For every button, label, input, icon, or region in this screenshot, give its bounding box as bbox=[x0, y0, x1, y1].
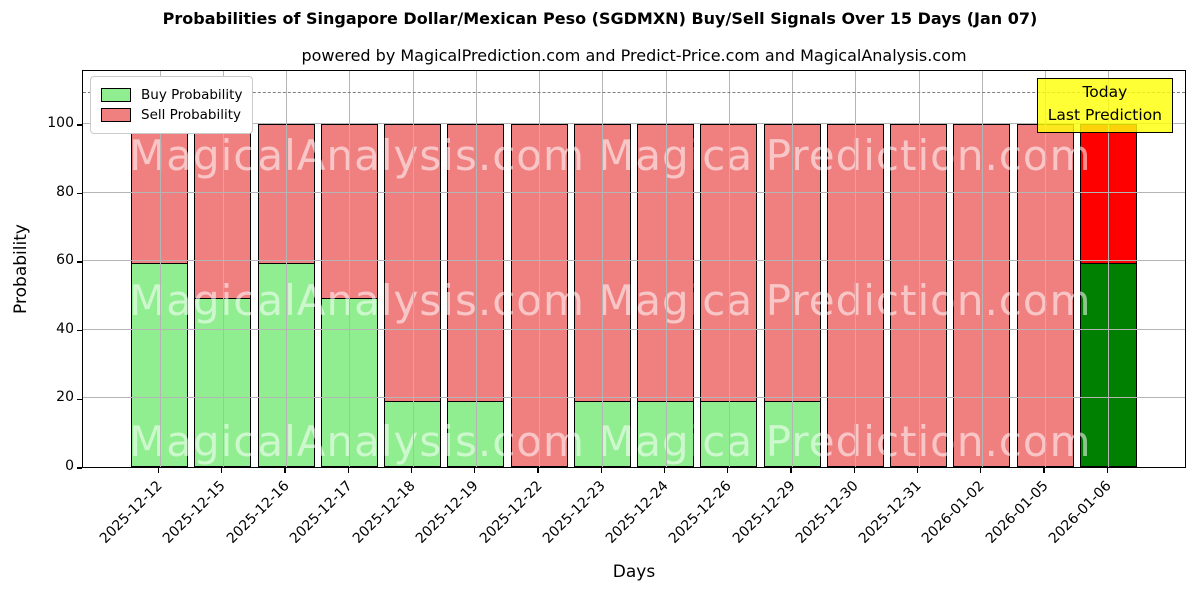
gridline-vertical bbox=[475, 71, 477, 467]
x-tick-mark bbox=[537, 468, 539, 473]
legend-entry-sell: Sell Probability bbox=[101, 107, 242, 123]
x-tick-label: 2026-01-05 bbox=[982, 478, 1052, 547]
watermark-text: MagicalPrediction.com bbox=[598, 417, 1092, 466]
x-tick-label: 2025-12-12 bbox=[96, 478, 166, 547]
gridline-vertical bbox=[918, 71, 920, 467]
today-annotation-box: Today Last Prediction bbox=[1036, 78, 1173, 133]
x-tick-label: 2025-12-31 bbox=[855, 478, 925, 547]
x-tick-label: 2025-12-29 bbox=[729, 478, 799, 547]
threshold-dashed-line bbox=[83, 91, 1185, 93]
gridline-horizontal bbox=[83, 397, 1185, 399]
x-tick-mark bbox=[980, 468, 982, 473]
y-tick-label: 20 bbox=[56, 389, 74, 406]
gridline-vertical bbox=[349, 71, 351, 467]
gridline-horizontal bbox=[83, 260, 1185, 262]
y-tick-label: 80 bbox=[56, 183, 74, 200]
x-tick-mark bbox=[663, 468, 666, 473]
gridline-vertical bbox=[665, 71, 667, 467]
x-tick-mark bbox=[1043, 468, 1045, 473]
x-tick-label: 2025-12-24 bbox=[602, 478, 672, 547]
gridline-vertical bbox=[981, 71, 983, 467]
gridline-vertical bbox=[602, 71, 604, 467]
x-tick-label: 2025-12-30 bbox=[792, 478, 862, 547]
y-tick-mark bbox=[77, 398, 82, 401]
legend-entry-buy: Buy Probability bbox=[101, 87, 242, 103]
x-tick-label: 2025-12-26 bbox=[666, 478, 736, 547]
legend: Buy Probability Sell Probability bbox=[90, 76, 254, 134]
gridline-vertical bbox=[855, 71, 857, 467]
plot-area: Buy Probability Sell Probability Today L… bbox=[82, 70, 1186, 468]
legend-label-buy: Buy Probability bbox=[141, 87, 243, 103]
legend-label-sell: Sell Probability bbox=[141, 107, 242, 123]
y-tick-label: 40 bbox=[56, 320, 74, 337]
annotation-line-2: Last Prediction bbox=[1047, 106, 1162, 125]
x-tick-label: 2025-12-18 bbox=[349, 478, 419, 547]
gridline-vertical bbox=[1108, 71, 1110, 467]
x-tick-label: 2025-12-16 bbox=[223, 478, 293, 547]
gridline-vertical bbox=[159, 71, 161, 467]
y-tick-mark bbox=[77, 261, 82, 263]
gridline-horizontal bbox=[83, 191, 1185, 193]
gridline-vertical bbox=[412, 71, 414, 467]
chart-subtitle: powered by MagicalPrediction.com and Pre… bbox=[301, 46, 967, 65]
x-tick-label: 2025-12-19 bbox=[413, 478, 483, 547]
y-tick-mark bbox=[77, 124, 82, 126]
gridline-vertical bbox=[286, 71, 287, 467]
x-tick-mark bbox=[474, 468, 476, 473]
x-tick-label: 2026-01-02 bbox=[919, 478, 989, 547]
watermark-text: MagicalAnalysis.com bbox=[129, 276, 585, 325]
gridline-horizontal bbox=[83, 122, 1185, 124]
y-tick-label: 100 bbox=[47, 114, 74, 131]
x-tick-mark bbox=[853, 468, 855, 473]
x-tick-mark bbox=[1106, 468, 1108, 473]
gridline-vertical bbox=[728, 71, 730, 467]
x-tick-mark bbox=[284, 468, 286, 473]
x-tick-mark bbox=[221, 468, 223, 473]
annotation-line-1: Today bbox=[1082, 83, 1128, 101]
x-tick-mark bbox=[410, 468, 413, 473]
x-tick-mark bbox=[790, 468, 792, 473]
y-tick-label: 60 bbox=[56, 252, 74, 269]
x-tick-label: 2025-12-23 bbox=[539, 478, 609, 547]
gridline-vertical bbox=[1045, 71, 1046, 467]
x-tick-label: 2025-12-22 bbox=[476, 478, 546, 547]
sell-color-swatch bbox=[101, 108, 131, 122]
watermark-text: MagicalAnalysis.com bbox=[129, 417, 585, 466]
x-tick-mark bbox=[916, 468, 919, 473]
x-axis-label: Days bbox=[612, 562, 656, 582]
x-tick-mark bbox=[600, 468, 602, 473]
x-tick-mark bbox=[347, 468, 349, 473]
gridline-vertical bbox=[222, 71, 224, 467]
x-tick-label: 2025-12-15 bbox=[160, 478, 230, 547]
y-tick-mark bbox=[77, 330, 82, 332]
watermark-text: MagicalPrediction.com bbox=[598, 131, 1092, 180]
y-axis-label: Probability bbox=[11, 224, 31, 314]
y-tick-label: 0 bbox=[65, 458, 74, 474]
buy-color-swatch bbox=[101, 88, 131, 102]
y-tick-mark bbox=[77, 192, 82, 195]
chart-title: Probabilities of Singapore Dollar/Mexica… bbox=[162, 9, 1038, 28]
gridline-vertical bbox=[539, 71, 540, 467]
gridline-horizontal bbox=[83, 328, 1185, 330]
x-tick-mark bbox=[727, 468, 729, 473]
x-tick-label: 2025-12-17 bbox=[286, 478, 356, 547]
gridline-vertical bbox=[792, 71, 793, 467]
watermark-text: MagicalAnalysis.com bbox=[129, 131, 585, 180]
x-tick-mark bbox=[157, 468, 160, 473]
y-tick-mark bbox=[77, 467, 82, 469]
watermark-text: MagicalPrediction.com bbox=[598, 276, 1092, 325]
x-tick-label: 2026-01-06 bbox=[1045, 478, 1115, 547]
